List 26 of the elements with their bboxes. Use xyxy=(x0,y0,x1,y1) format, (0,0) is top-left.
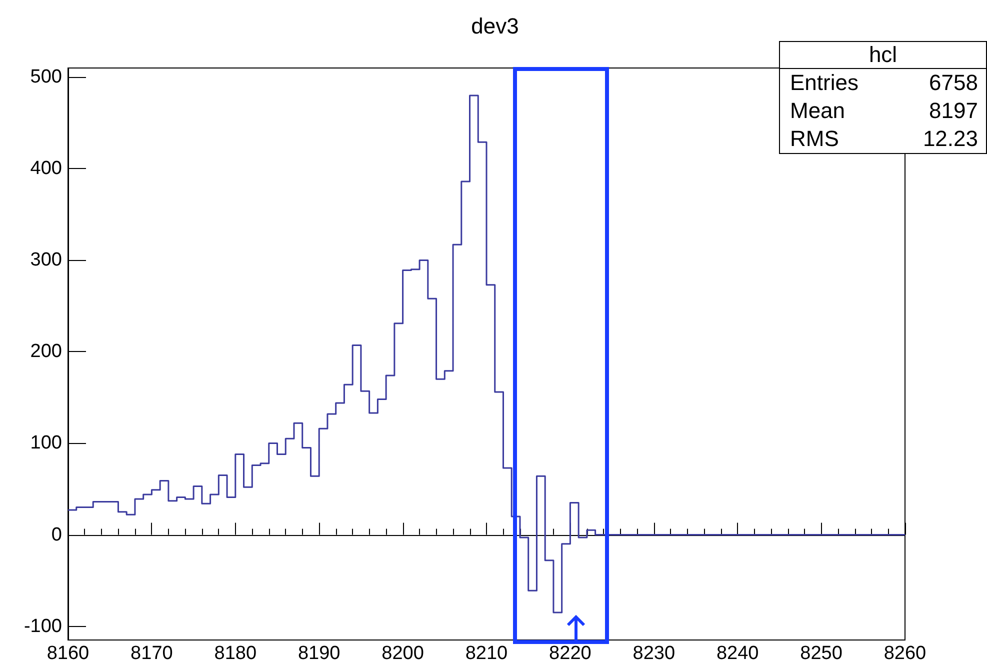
x-tick-label: 8190 xyxy=(298,643,340,664)
chart-title: dev3 xyxy=(471,14,519,38)
y-tick-label: 300 xyxy=(30,250,62,271)
text: 6758 xyxy=(929,69,978,97)
y-tick-label: 100 xyxy=(30,432,62,454)
annotation: Mean xyxy=(790,97,846,125)
text: 8197 xyxy=(929,97,978,125)
y-tick-label: 0 xyxy=(51,524,62,546)
x-tick-label: 8170 xyxy=(130,643,173,664)
x-tick-label: 8260 xyxy=(884,643,926,664)
annotation: RMS xyxy=(790,125,839,153)
text: hcl xyxy=(780,42,986,69)
x-tick-label: 8240 xyxy=(716,643,759,664)
x-tick-label: 8180 xyxy=(214,643,257,664)
text: 12.23 xyxy=(922,125,978,153)
x-tick-label: 8250 xyxy=(800,643,842,664)
y-tick-label: 400 xyxy=(30,158,62,180)
x-tick-label: 8200 xyxy=(382,643,424,664)
y-tick-label: -100 xyxy=(24,616,62,637)
annotation: Entries xyxy=(790,69,858,97)
x-tick-label: 8220 xyxy=(549,643,592,664)
x-tick-label: 8210 xyxy=(465,643,508,664)
x-tick-label: 8160 xyxy=(46,643,90,664)
y-tick-label: 500 xyxy=(30,66,62,88)
x-tick-label: 8230 xyxy=(632,643,676,664)
y-tick-label: 200 xyxy=(30,341,62,362)
